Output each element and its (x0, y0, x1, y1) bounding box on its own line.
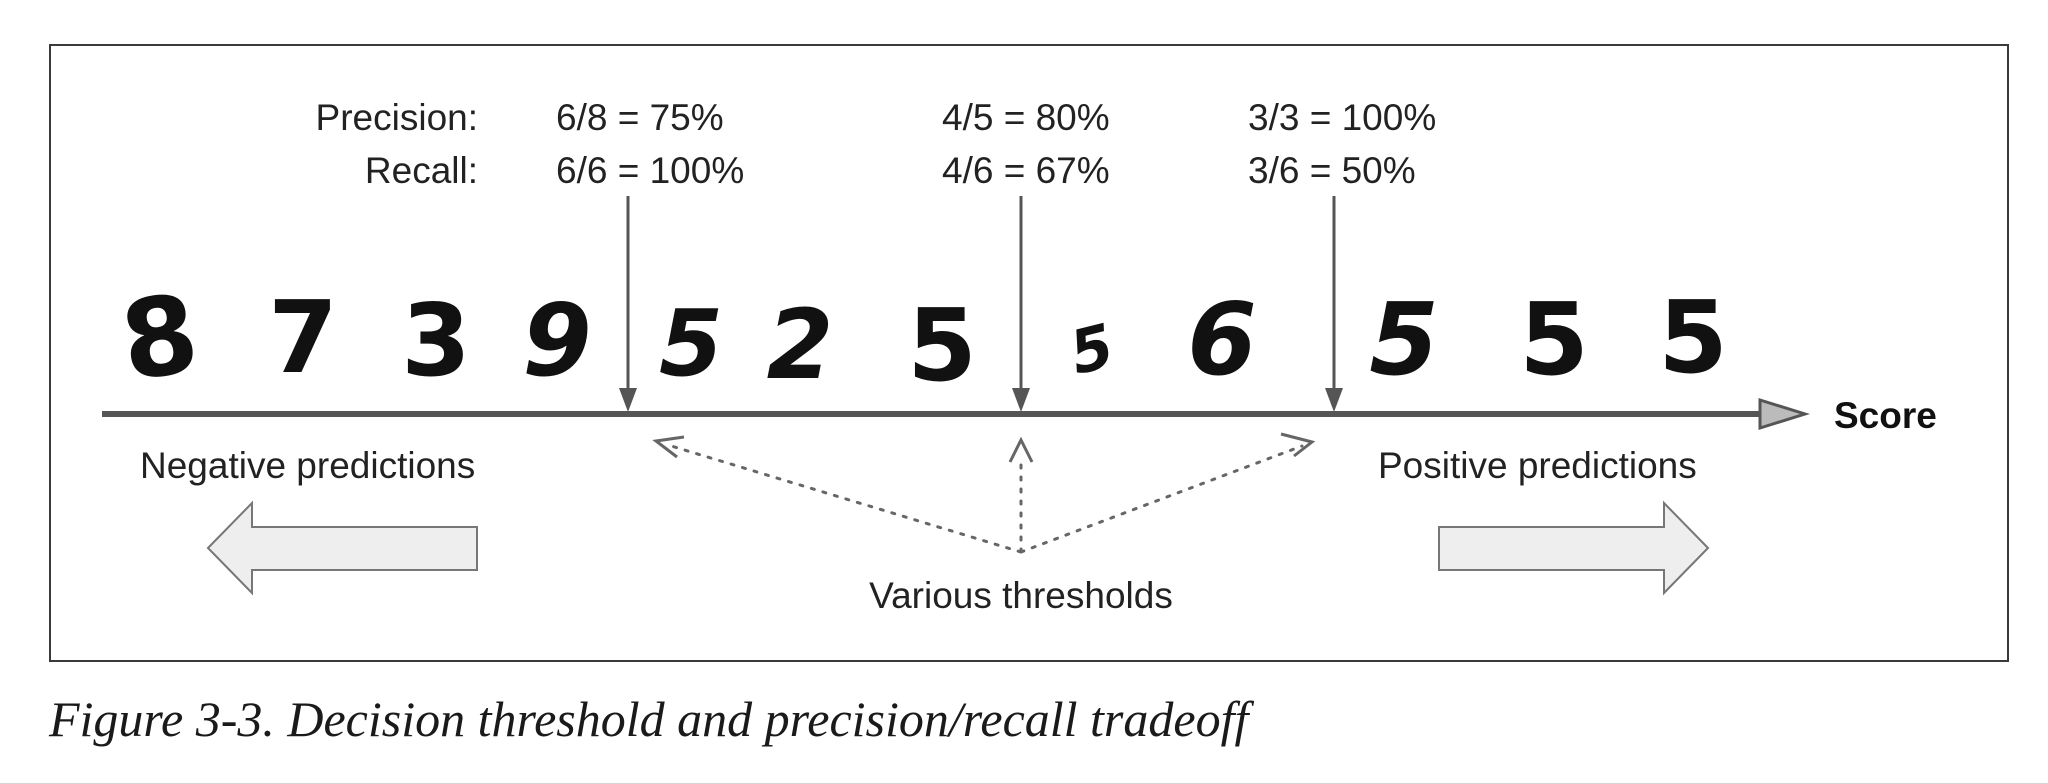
figure-frame (49, 44, 2009, 662)
digit-7: 5 (907, 287, 977, 404)
digit-8: 5 (1063, 311, 1120, 389)
threshold-1-precision: 6/8 = 75% (556, 97, 724, 138)
score-axis (102, 397, 1811, 431)
various-thresholds-label: Various thresholds (869, 575, 1173, 616)
threshold-1-recall: 6/6 = 100% (556, 150, 744, 191)
digit-12: 5 (1658, 279, 1728, 396)
digit-6: 2 (767, 289, 834, 401)
figure-caption: Figure 3-3. Decision threshold and preci… (49, 691, 1249, 747)
threshold-3-recall: 3/6 = 50% (1248, 150, 1416, 191)
threshold-2-recall: 4/6 = 67% (942, 150, 1110, 191)
axis-label: Score (1834, 395, 1937, 436)
digit-4: 9 (522, 282, 592, 399)
positive-direction-arrow (1438, 500, 1710, 596)
precision-label: Precision: (316, 97, 478, 138)
threshold-1-arrow (619, 196, 637, 412)
threshold-2-precision: 4/5 = 80% (942, 97, 1110, 138)
negative-direction-arrow (206, 500, 478, 596)
thresholds-pointer (652, 432, 1316, 554)
digit-2: 7 (268, 279, 338, 396)
threshold-2-arrow (1012, 196, 1030, 412)
recall-label: Recall: (365, 150, 478, 191)
digit-11: 5 (1519, 281, 1589, 398)
threshold-3-arrow (1325, 196, 1343, 412)
digit-1: 8 (114, 271, 206, 405)
digit-row: 8 7 3 9 5 2 5 5 6 5 5 5 (114, 271, 1728, 405)
negative-predictions-label: Negative predictions (140, 445, 475, 486)
digit-10: 5 (1369, 281, 1439, 398)
digit-9: 6 (1187, 281, 1257, 398)
threshold-3-precision: 3/3 = 100% (1248, 97, 1436, 138)
digit-3: 3 (401, 282, 471, 399)
digit-5: 5 (659, 290, 723, 397)
positive-predictions-label: Positive predictions (1378, 445, 1697, 486)
